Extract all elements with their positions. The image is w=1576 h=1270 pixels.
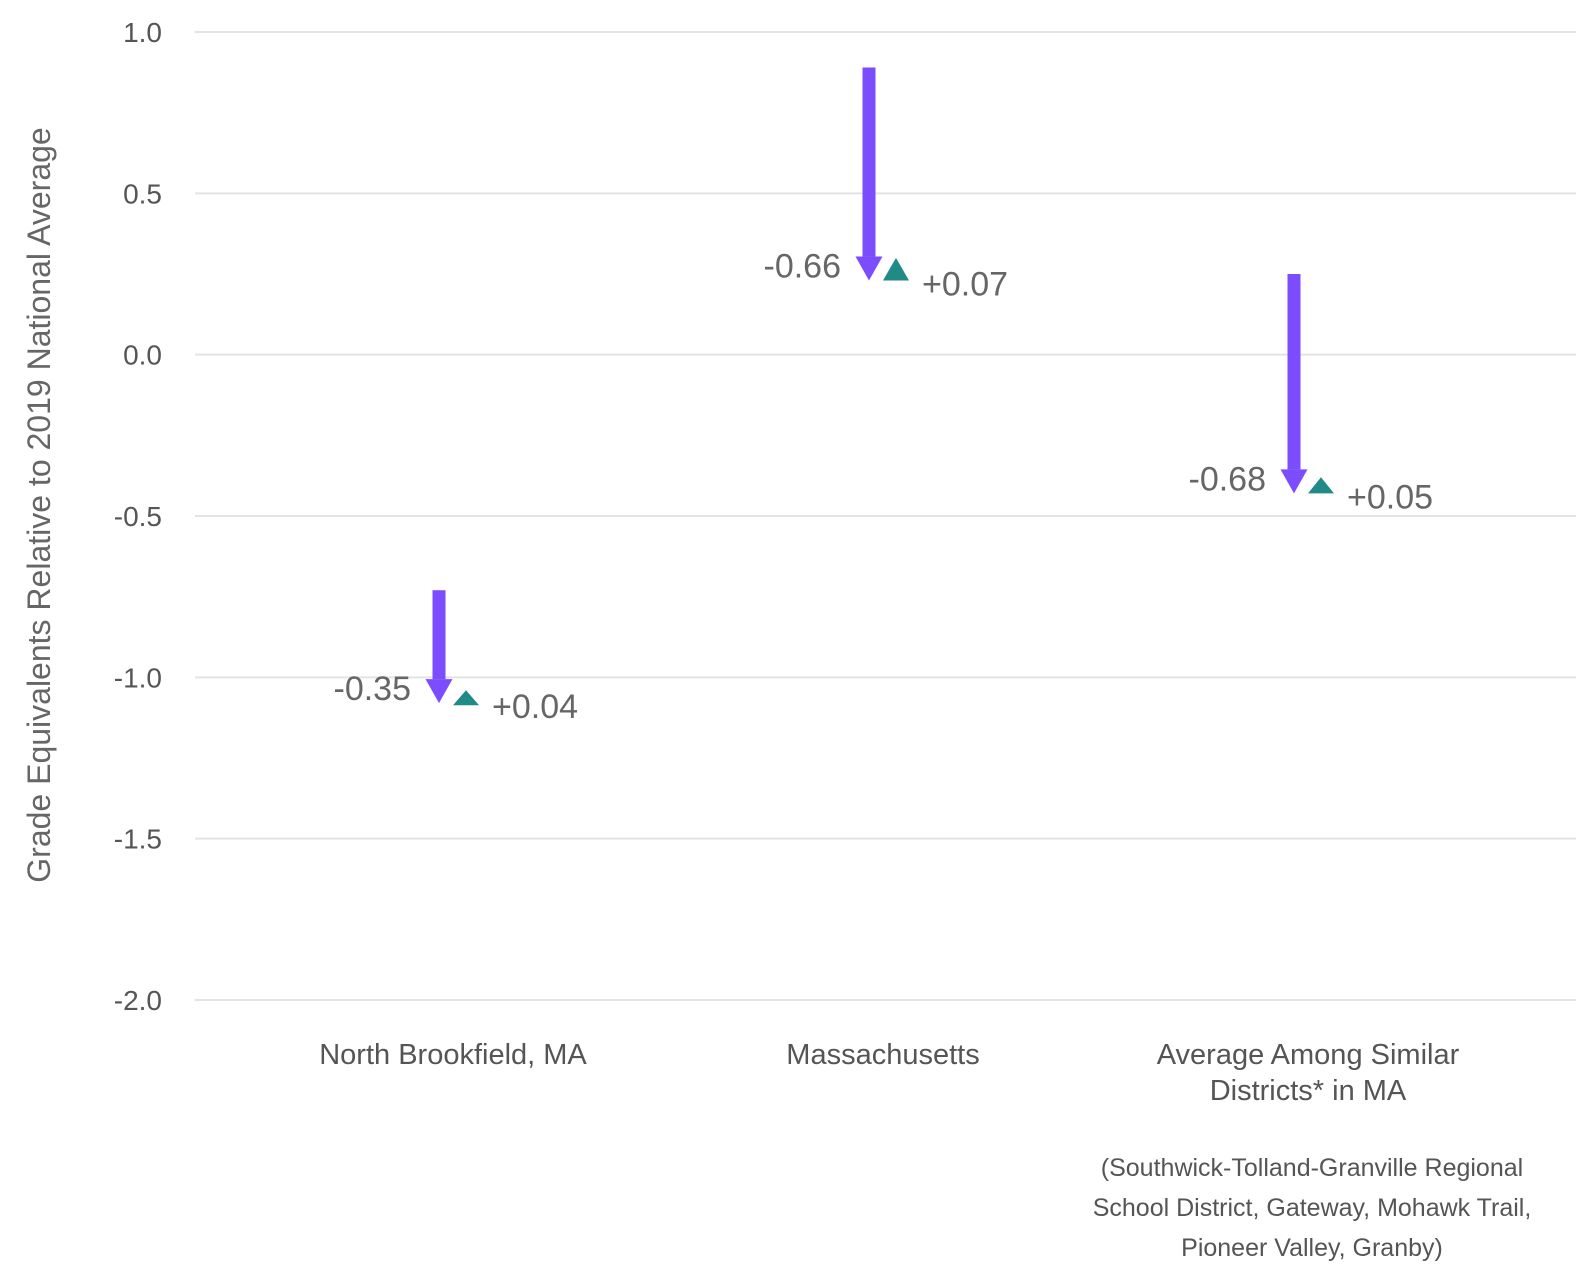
y-tick-label: 0.0 [123,340,162,371]
y-tick-label: -1.5 [114,824,162,855]
recovery-triangle [883,257,909,281]
footnote-line: Pioneer Valley, Granby) [1181,1234,1443,1262]
decline-arrow-head [425,679,453,704]
category-labels: North Brookfield, MA Massachusetts Average… [319,1039,1459,1107]
x-category-label: Massachusetts [786,1039,979,1071]
y-axis-title: Grade Equivalents Relative to 2019 Natio… [21,127,57,882]
arrow-marks: -0.35 +0.04 -0.66 +0.07 -0.68 +0.05 [334,67,1433,726]
x-category-label: North Brookfield, MA [319,1039,587,1071]
x-category-label: Districts* in MA [1210,1075,1407,1107]
recovery-triangle [453,690,479,706]
recovery-value-label: +0.04 [492,688,578,726]
decline-arrow-shaft [862,67,876,257]
decline-value-label: -0.35 [334,670,412,708]
y-tick-label: -2.0 [114,985,162,1016]
y-tick-label: -0.5 [114,501,162,532]
y-axis-ticks: 1.0 0.5 0.0 -0.5 -1.0 -1.5 -2.0 [114,17,162,1016]
decline-value-label: -0.66 [764,247,842,285]
y-tick-label: 0.5 [123,178,162,209]
footnote: (Southwick-Tolland-Granville Regional Sch… [1093,1154,1532,1262]
y-tick-label: -1.0 [114,662,162,693]
grid-lines [195,31,1576,1001]
x-category-label: Average Among Similar [1157,1039,1460,1071]
decline-value-label: -0.68 [1189,460,1267,498]
footnote-line: School District, Gateway, Mohawk Trail, [1093,1194,1532,1222]
recovery-value-label: +0.07 [922,265,1008,303]
recovery-value-label: +0.05 [1347,478,1433,516]
decline-arrow-shaft [1287,274,1301,470]
y-tick-label: 1.0 [123,17,162,48]
decline-arrow-head [855,256,883,281]
recovery-triangle [1308,477,1334,494]
decline-arrow-shaft [432,590,446,680]
footnote-line: (Southwick-Tolland-Granville Regional [1101,1154,1523,1182]
decline-arrow-head [1280,469,1308,494]
